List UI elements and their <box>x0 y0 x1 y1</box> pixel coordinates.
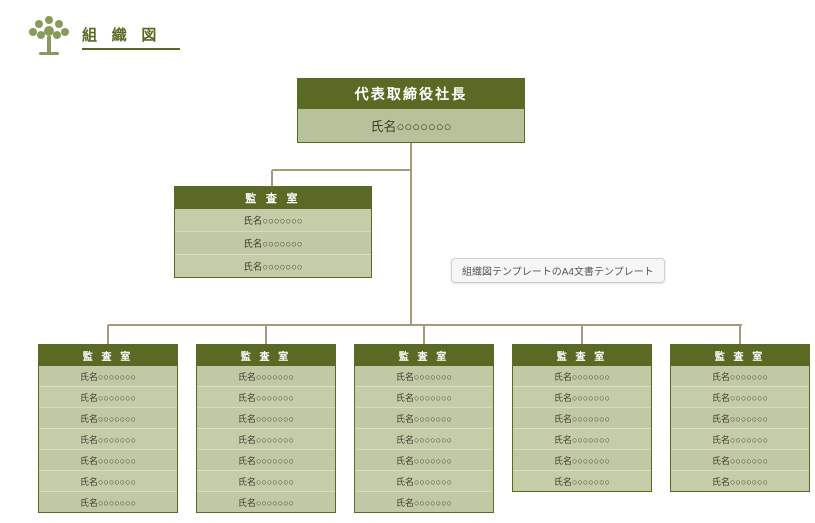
audit-box: 監 査 室 氏名○○○○○○○氏名○○○○○○○氏名○○○○○○○ <box>174 186 372 278</box>
dept-member: 氏名○○○○○○○ <box>355 491 493 512</box>
dept-member: 氏名○○○○○○○ <box>513 470 651 491</box>
audit-member: 氏名○○○○○○○ <box>175 231 371 254</box>
dept-member: 氏名○○○○○○○ <box>39 407 177 428</box>
dept-member: 氏名○○○○○○○ <box>197 491 335 512</box>
dept-member: 氏名○○○○○○○ <box>671 470 809 491</box>
dept-box: 監 査 室氏名○○○○○○○氏名○○○○○○○氏名○○○○○○○氏名○○○○○○… <box>670 344 810 492</box>
dept-member: 氏名○○○○○○○ <box>513 366 651 386</box>
org-chart-canvas: 組 織 図 代表取締役社長 氏名○○○○○○○ 監 査 室 氏名○○○○○○○氏… <box>0 0 815 523</box>
ceo-title: 代表取締役社長 <box>298 79 524 109</box>
dept-member: 氏名○○○○○○○ <box>513 386 651 407</box>
title-underline <box>82 48 180 50</box>
ceo-name: 氏名○○○○○○○ <box>298 109 524 142</box>
dept-title: 監 査 室 <box>197 345 335 366</box>
audit-member: 氏名○○○○○○○ <box>175 209 371 231</box>
dept-member: 氏名○○○○○○○ <box>671 449 809 470</box>
page-title: 組 織 図 <box>82 24 180 45</box>
dept-member: 氏名○○○○○○○ <box>197 470 335 491</box>
dept-member: 氏名○○○○○○○ <box>513 449 651 470</box>
dept-member: 氏名○○○○○○○ <box>355 470 493 491</box>
dept-member: 氏名○○○○○○○ <box>197 449 335 470</box>
dept-box: 監 査 室氏名○○○○○○○氏名○○○○○○○氏名○○○○○○○氏名○○○○○○… <box>196 344 336 513</box>
dept-title: 監 査 室 <box>671 345 809 366</box>
audit-title: 監 査 室 <box>175 187 371 209</box>
dept-member: 氏名○○○○○○○ <box>671 386 809 407</box>
dept-member: 氏名○○○○○○○ <box>355 449 493 470</box>
dept-title: 監 査 室 <box>513 345 651 366</box>
dept-member: 氏名○○○○○○○ <box>39 366 177 386</box>
dept-member: 氏名○○○○○○○ <box>39 449 177 470</box>
audit-member: 氏名○○○○○○○ <box>175 254 371 277</box>
dept-member: 氏名○○○○○○○ <box>671 428 809 449</box>
dept-title: 監 査 室 <box>355 345 493 366</box>
dept-member: 氏名○○○○○○○ <box>39 491 177 512</box>
dept-member: 氏名○○○○○○○ <box>197 366 335 386</box>
dept-box: 監 査 室氏名○○○○○○○氏名○○○○○○○氏名○○○○○○○氏名○○○○○○… <box>38 344 178 513</box>
dept-member: 氏名○○○○○○○ <box>671 407 809 428</box>
dept-member: 氏名○○○○○○○ <box>671 366 809 386</box>
dept-box: 監 査 室氏名○○○○○○○氏名○○○○○○○氏名○○○○○○○氏名○○○○○○… <box>354 344 494 513</box>
dept-member: 氏名○○○○○○○ <box>39 428 177 449</box>
dept-title: 監 査 室 <box>39 345 177 366</box>
dept-member: 氏名○○○○○○○ <box>355 386 493 407</box>
dept-member: 氏名○○○○○○○ <box>355 407 493 428</box>
page-title-wrap: 組 織 図 <box>82 24 180 50</box>
dept-member: 氏名○○○○○○○ <box>513 428 651 449</box>
dept-member: 氏名○○○○○○○ <box>197 428 335 449</box>
dept-member: 氏名○○○○○○○ <box>513 407 651 428</box>
dept-member: 氏名○○○○○○○ <box>39 470 177 491</box>
dept-member: 氏名○○○○○○○ <box>355 366 493 386</box>
dept-box: 監 査 室氏名○○○○○○○氏名○○○○○○○氏名○○○○○○○氏名○○○○○○… <box>512 344 652 492</box>
dept-member: 氏名○○○○○○○ <box>39 386 177 407</box>
dept-member: 氏名○○○○○○○ <box>197 386 335 407</box>
tree-logo-icon <box>24 12 74 67</box>
dept-member: 氏名○○○○○○○ <box>197 407 335 428</box>
tooltip-label: 組織図テンプレートのA4文書テンプレート <box>451 258 665 283</box>
ceo-box: 代表取締役社長 氏名○○○○○○○ <box>297 78 525 143</box>
dept-member: 氏名○○○○○○○ <box>355 428 493 449</box>
